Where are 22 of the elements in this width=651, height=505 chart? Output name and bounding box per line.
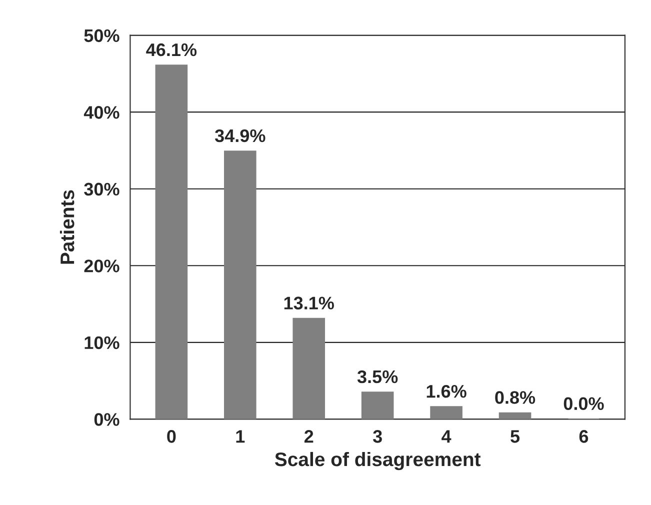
y-tick-label: 40% bbox=[84, 106, 120, 119]
data-label: 46.1% bbox=[146, 43, 197, 56]
data-label: 0.0% bbox=[564, 397, 604, 410]
x-tick-label: 2 bbox=[304, 430, 314, 443]
y-tick-label: 0% bbox=[94, 413, 120, 426]
data-label: 3.5% bbox=[357, 370, 398, 384]
data-label: 1.6% bbox=[426, 384, 466, 398]
x-tick-label: 3 bbox=[372, 430, 382, 443]
y-tick-label: 30% bbox=[84, 182, 120, 196]
x-tick-label: 4 bbox=[442, 430, 452, 443]
x-tick-label: 1 bbox=[236, 430, 245, 443]
x-tick-label: 0 bbox=[167, 430, 176, 443]
x-tick-label: 5 bbox=[510, 430, 520, 443]
y-tick-label: 10% bbox=[84, 336, 120, 350]
data-label: 13.1% bbox=[284, 296, 334, 310]
data-label: 34.9% bbox=[214, 129, 266, 142]
x-tick-label: 6 bbox=[579, 430, 588, 443]
data-label: 0.8% bbox=[495, 391, 536, 404]
y-axis-title: Patients bbox=[60, 190, 74, 264]
y-tick-label: 50% bbox=[84, 29, 120, 42]
x-axis-title: Scale of disagreement bbox=[274, 452, 481, 470]
y-tick-label: 20% bbox=[84, 260, 120, 272]
